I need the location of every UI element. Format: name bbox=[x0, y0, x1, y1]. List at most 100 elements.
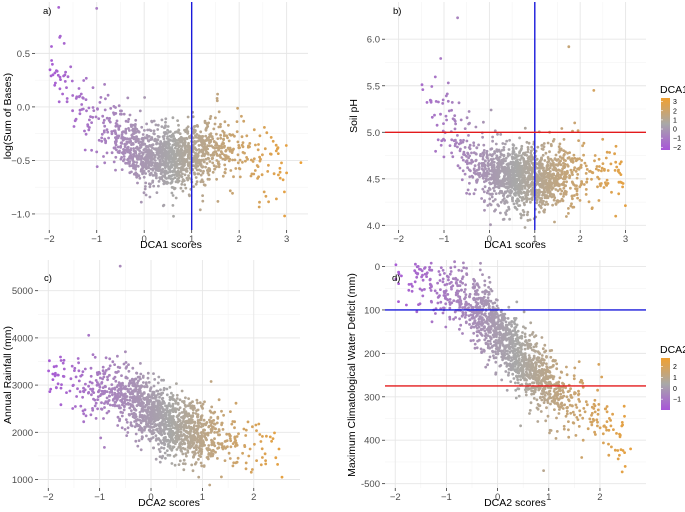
data-point bbox=[261, 153, 264, 157]
data-point bbox=[172, 158, 176, 161]
data-point bbox=[139, 448, 143, 452]
data-point bbox=[120, 426, 124, 430]
data-point bbox=[158, 395, 161, 399]
data-point bbox=[468, 147, 472, 151]
data-point bbox=[481, 135, 484, 139]
data-point bbox=[497, 160, 501, 164]
data-point bbox=[51, 372, 55, 376]
data-point bbox=[465, 139, 469, 143]
data-point bbox=[160, 125, 164, 128]
data-point bbox=[199, 447, 202, 451]
data-point bbox=[96, 407, 99, 411]
data-point bbox=[579, 163, 583, 167]
data-point bbox=[259, 440, 263, 443]
data-point bbox=[179, 448, 183, 452]
data-point bbox=[482, 120, 485, 124]
data-point bbox=[231, 464, 235, 468]
data-point bbox=[128, 406, 132, 410]
data-point bbox=[556, 200, 560, 204]
data-point bbox=[481, 187, 485, 191]
data-point bbox=[593, 154, 597, 157]
data-point bbox=[265, 434, 268, 438]
data-point bbox=[511, 197, 514, 201]
data-point bbox=[167, 442, 170, 446]
data-point bbox=[179, 147, 183, 151]
data-point bbox=[145, 150, 149, 154]
data-point bbox=[257, 143, 260, 146]
data-point bbox=[277, 173, 280, 177]
data-point bbox=[155, 151, 159, 154]
data-point bbox=[116, 124, 119, 128]
data-point bbox=[456, 164, 460, 168]
data-point bbox=[475, 178, 479, 182]
data-point bbox=[153, 132, 156, 136]
data-point bbox=[493, 150, 496, 153]
data-point bbox=[53, 374, 57, 378]
data-point bbox=[546, 414, 550, 418]
data-point bbox=[497, 175, 501, 179]
data-point bbox=[175, 382, 178, 385]
data-point bbox=[541, 153, 545, 157]
data-point bbox=[65, 100, 69, 104]
data-point bbox=[105, 151, 109, 155]
data-point bbox=[227, 123, 230, 127]
data-point bbox=[90, 121, 93, 124]
data-point bbox=[117, 104, 121, 108]
data-point bbox=[231, 191, 234, 195]
data-point bbox=[132, 166, 135, 170]
data-point bbox=[59, 403, 63, 407]
data-point bbox=[610, 190, 613, 194]
data-point bbox=[199, 425, 203, 429]
data-point bbox=[615, 165, 619, 169]
data-point bbox=[228, 433, 232, 437]
data-point bbox=[130, 164, 134, 168]
data-point bbox=[150, 405, 154, 409]
data-point bbox=[244, 434, 248, 437]
data-point bbox=[531, 166, 535, 170]
data-point bbox=[119, 146, 122, 149]
data-point bbox=[236, 161, 240, 165]
data-point bbox=[277, 447, 281, 451]
data-point bbox=[597, 157, 601, 161]
data-point bbox=[120, 156, 123, 159]
data-point bbox=[101, 365, 105, 369]
data-point bbox=[182, 441, 186, 445]
data-point bbox=[127, 413, 131, 416]
data-point bbox=[504, 159, 507, 163]
data-point bbox=[116, 354, 119, 358]
data-point bbox=[522, 213, 526, 217]
data-point bbox=[602, 186, 606, 189]
data-point bbox=[171, 402, 175, 406]
data-point bbox=[541, 148, 545, 151]
data-point bbox=[141, 164, 144, 168]
panel-c-xlabel: DCA2 scores bbox=[138, 497, 200, 509]
data-point bbox=[502, 175, 506, 179]
data-point bbox=[268, 435, 272, 439]
data-point bbox=[202, 440, 205, 444]
data-point bbox=[280, 161, 283, 165]
data-point bbox=[496, 132, 499, 136]
data-point bbox=[453, 114, 457, 117]
data-point bbox=[199, 455, 203, 458]
data-point bbox=[110, 130, 114, 133]
data-point bbox=[144, 415, 147, 418]
data-point bbox=[168, 409, 172, 412]
data-point bbox=[191, 411, 195, 415]
data-point bbox=[233, 158, 237, 162]
data-point bbox=[491, 176, 495, 180]
data-point bbox=[59, 78, 62, 81]
data-point bbox=[178, 442, 182, 446]
data-point bbox=[120, 374, 123, 377]
y-tick-label: −1.0 bbox=[11, 209, 30, 220]
data-point bbox=[236, 456, 240, 460]
data-point bbox=[160, 411, 163, 414]
data-point bbox=[126, 403, 130, 406]
data-point bbox=[234, 439, 238, 442]
y-tick-label: 6.0 bbox=[367, 35, 380, 46]
data-point bbox=[151, 409, 154, 412]
data-point bbox=[191, 115, 195, 119]
data-point bbox=[519, 161, 522, 165]
data-point bbox=[616, 457, 620, 461]
data-point bbox=[235, 460, 239, 464]
data-point bbox=[213, 422, 217, 426]
